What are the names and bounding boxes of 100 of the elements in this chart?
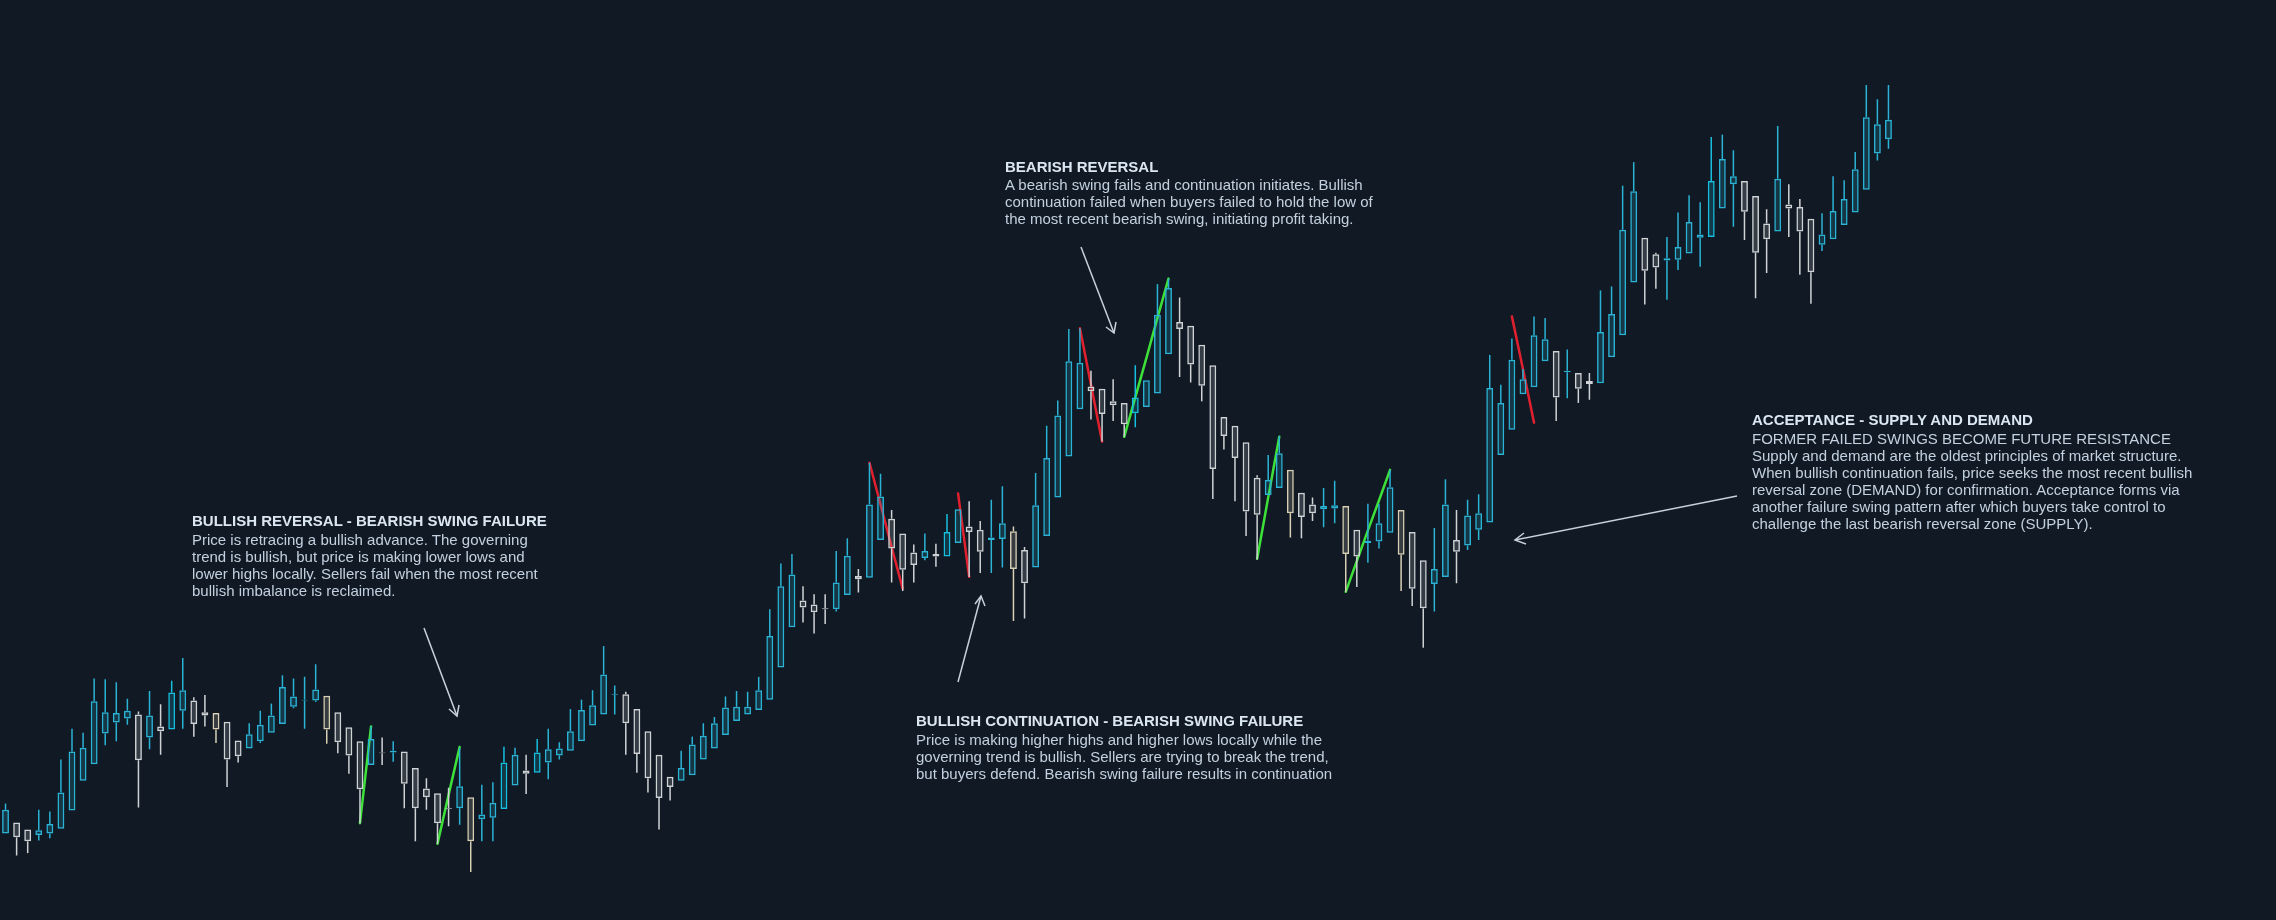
candlestick xyxy=(1541,317,1549,362)
candlestick xyxy=(1619,184,1627,336)
candlestick xyxy=(456,746,464,826)
candlestick xyxy=(411,768,419,843)
candlestick xyxy=(223,721,231,788)
candlestick xyxy=(334,712,342,754)
candlestick xyxy=(179,657,187,730)
candlestick xyxy=(1176,296,1184,378)
candlestick xyxy=(788,553,796,628)
candlestick xyxy=(766,608,774,700)
candlestick xyxy=(1043,425,1051,536)
candlestick xyxy=(777,562,785,668)
candlestick xyxy=(810,593,818,635)
annotation: Price is making higher highs and higher lows locally while the governing trend is bullish. Sellers are trying to break the trend, but buyers defend. Bearish swing failure results in continuation xyxy=(916,731,1334,782)
candlestick xyxy=(356,741,364,824)
candlestick xyxy=(1430,527,1438,613)
candlestick xyxy=(1508,337,1516,430)
candlestick xyxy=(1873,98,1881,162)
candlestick xyxy=(1862,84,1870,190)
candlestick xyxy=(1076,327,1084,410)
candlestick xyxy=(1065,328,1073,457)
candlestick xyxy=(544,728,552,780)
annotation: BEARISH REVERSAL xyxy=(1005,158,1160,175)
candlestick xyxy=(1131,364,1139,429)
candlestick xyxy=(367,725,375,765)
candlestick xyxy=(566,708,574,751)
candlestick xyxy=(1220,417,1228,451)
candlestick xyxy=(1785,183,1793,238)
candlestick xyxy=(101,678,109,747)
candlestick xyxy=(832,550,840,613)
candlestick xyxy=(1718,133,1726,209)
candlestick xyxy=(644,731,652,794)
candlestick xyxy=(1054,399,1062,498)
candlestick xyxy=(1707,136,1715,237)
candlestick xyxy=(1796,198,1804,276)
candlestick xyxy=(1475,493,1483,541)
candlestick xyxy=(1397,509,1405,592)
candlestick xyxy=(976,520,984,574)
annotation: ACCEPTANCE - SUPPLY AND DEMAND xyxy=(1752,411,2034,428)
candlestick xyxy=(1829,175,1837,240)
candlestick xyxy=(1286,469,1294,539)
candlestick xyxy=(1231,425,1239,503)
candlestick xyxy=(1519,368,1527,395)
candlestick xyxy=(1530,315,1538,388)
candlestick xyxy=(1120,402,1128,438)
candlestick xyxy=(1774,125,1782,232)
candlestick xyxy=(1109,378,1117,422)
candlestick xyxy=(312,663,320,703)
candlestick xyxy=(1408,532,1416,607)
candlestick xyxy=(212,713,220,744)
candlestick xyxy=(622,691,630,756)
candlestick xyxy=(1264,454,1272,496)
candlestick xyxy=(1818,212,1826,252)
candlestick xyxy=(965,500,973,578)
candlestick xyxy=(921,532,929,562)
candlestick xyxy=(1087,369,1095,421)
candlestick xyxy=(1253,474,1261,561)
candlestick xyxy=(1641,237,1649,306)
candlestick xyxy=(467,797,475,873)
candlestick xyxy=(234,740,242,764)
candlestick xyxy=(1342,506,1350,593)
candlestick xyxy=(489,781,497,843)
candlestick xyxy=(112,681,120,743)
candlestick xyxy=(943,513,951,557)
candlestick xyxy=(1652,251,1660,290)
candlestick xyxy=(1098,388,1106,443)
candlestick xyxy=(422,777,430,811)
candlestick xyxy=(157,703,165,756)
candlestick xyxy=(1441,478,1449,577)
candlestick xyxy=(500,746,508,810)
candlestick xyxy=(1242,442,1250,537)
candlestick xyxy=(1630,161,1638,283)
annotation: BULLISH REVERSAL - BEARISH SWING FAILURE xyxy=(192,512,548,529)
candlestick xyxy=(910,543,918,584)
candlestick xyxy=(511,746,519,786)
candlestick xyxy=(79,731,87,781)
candlestick xyxy=(1032,472,1040,568)
candlestick xyxy=(478,783,486,843)
annotation: Supply and demand are the oldest principles of market structure. When bullish continuation fails, price seeks the most recent bullish reversal zone (DEMAND) for confirmation. Acceptance forms via another failure swing pattern after which buyers take control to challenge the last bearish reversal zone (SUPPLY). xyxy=(1752,447,2194,532)
candlestick xyxy=(1585,372,1593,401)
candlestick xyxy=(533,738,541,773)
candlestick xyxy=(1685,194,1693,254)
candlestick xyxy=(1763,208,1771,274)
candlestick xyxy=(666,776,674,802)
candlestick xyxy=(46,810,54,839)
candlestick xyxy=(1497,384,1505,455)
candlestick xyxy=(677,750,685,781)
candlestick xyxy=(1464,499,1472,551)
candlestick xyxy=(1840,179,1848,226)
candlestick xyxy=(1729,149,1737,228)
candlestick xyxy=(998,485,1006,569)
annotation: A bearish swing fails and continuation initiates. Bullish continuation failed when buyers failed to hold the low of the most recent bearish swing, initiating profit taking. xyxy=(1005,176,1374,227)
candlestick xyxy=(1386,469,1394,533)
candlestick xyxy=(600,645,608,715)
candlestick xyxy=(655,754,663,831)
annotation: Price is retracing a bullish advance. The governing trend is bullish, but price is making lower lows and lower highs locally. Sellers fail when the most recent bullish imbalance is reclaimed. xyxy=(192,531,539,599)
annotation: FORMER FAILED SWINGS BECOME FUTURE RESISTANCE xyxy=(1752,430,2172,447)
candlestick xyxy=(888,509,896,584)
candlestick xyxy=(190,696,198,738)
candlestick xyxy=(799,585,807,624)
